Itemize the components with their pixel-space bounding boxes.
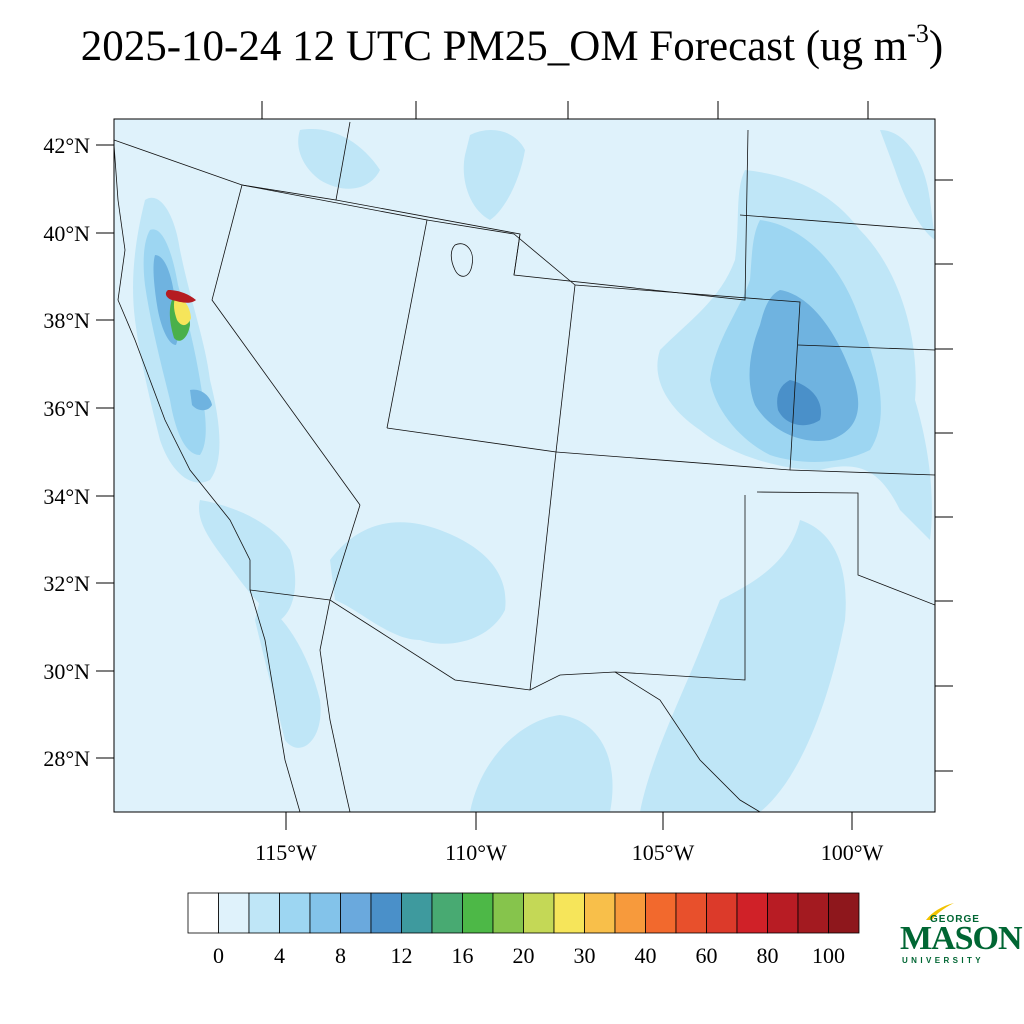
plume-kansas-dark bbox=[749, 290, 859, 441]
boundary-ne-ks bbox=[739, 214, 935, 231]
colorbar-swatch bbox=[248, 892, 280, 934]
boundary-ok-tx bbox=[789, 469, 935, 476]
colorbar-label: 4 bbox=[274, 943, 285, 968]
lat-labels: 42°N 40°N 38°N 36°N 34°N 32°N 30°N 28°N bbox=[43, 133, 90, 771]
colorbar-label: 100 bbox=[812, 943, 845, 968]
lat-label: 34°N bbox=[43, 484, 90, 509]
lon-label: 105°W bbox=[632, 840, 695, 865]
lat-label: 32°N bbox=[43, 571, 90, 596]
colorbar-swatch bbox=[492, 892, 524, 934]
gmu-swoosh-icon bbox=[926, 903, 954, 920]
boundary-ut-co bbox=[426, 219, 576, 453]
map-ticks bbox=[96, 101, 953, 830]
colorbar-swatch bbox=[279, 892, 311, 934]
fire-hotspot-yellow bbox=[173, 297, 191, 326]
colorbar-swatch bbox=[767, 892, 799, 934]
colorbar-label: 0 bbox=[213, 943, 224, 968]
plume-eastedge-light bbox=[880, 130, 935, 240]
lon-label: 110°W bbox=[445, 840, 507, 865]
colorbar-swatch bbox=[614, 892, 646, 934]
state-boundaries bbox=[114, 121, 935, 812]
title-close: ) bbox=[928, 23, 944, 70]
boundary-tx-mx bbox=[249, 495, 746, 691]
colorbar-label: 80 bbox=[757, 943, 779, 968]
colorbar-label: 20 bbox=[513, 943, 535, 968]
boundary-wy-mt bbox=[513, 129, 749, 301]
concentration-field bbox=[133, 129, 935, 812]
plume-kansas-darker bbox=[777, 380, 821, 426]
colorbar-swatch bbox=[706, 892, 738, 934]
coastline-pacific bbox=[114, 144, 301, 812]
title-superscript: -3 bbox=[907, 19, 929, 48]
lat-label: 36°N bbox=[43, 396, 90, 421]
colorbar-labels: 0 4 8 12 16 20 30 40 60 80 100 bbox=[213, 943, 845, 968]
colorbar-swatch bbox=[218, 892, 250, 934]
plume-wyoming-light bbox=[463, 130, 525, 220]
colorbar-swatch bbox=[736, 892, 768, 934]
colorbar-label: 30 bbox=[574, 943, 596, 968]
lat-label: 28°N bbox=[43, 746, 90, 771]
logo-george: GEORGE bbox=[930, 914, 980, 925]
colorbar-swatch bbox=[462, 892, 494, 934]
colorbar-swatch bbox=[187, 892, 219, 934]
boundary-nm-tx bbox=[756, 491, 935, 606]
boundary-ca-nv bbox=[114, 139, 361, 506]
gmu-logo: GEORGE MASON UNIVERSITY bbox=[896, 898, 1023, 970]
logo-mason: MASON bbox=[900, 920, 1023, 957]
fire-hotspot-red bbox=[165, 290, 196, 303]
colorbar-label: 8 bbox=[335, 943, 346, 968]
title-main: 2025-10-24 12 UTC PM25_OM Forecast (ug m bbox=[80, 23, 908, 70]
lat-label: 30°N bbox=[43, 659, 90, 684]
plume-idaho-light bbox=[298, 129, 380, 189]
colorbar-swatch bbox=[828, 892, 860, 934]
page-title: 2025-10-24 12 UTC PM25_OM Forecast (ug m… bbox=[0, 19, 1024, 71]
lon-label: 115°W bbox=[255, 840, 317, 865]
colorbar-swatch bbox=[523, 892, 555, 934]
colorbar-label: 40 bbox=[635, 943, 657, 968]
colorbar-swatch bbox=[675, 892, 707, 934]
lat-label: 38°N bbox=[43, 308, 90, 333]
plume-sierra-dark bbox=[190, 389, 212, 411]
boundary-co-ks bbox=[555, 284, 801, 471]
logo-university: UNIVERSITY bbox=[902, 956, 985, 965]
lon-label: 100°W bbox=[821, 840, 884, 865]
rio-grande bbox=[614, 671, 761, 812]
colorbar-swatch bbox=[401, 892, 433, 934]
lat-label: 40°N bbox=[43, 221, 90, 246]
plume-arizona-light bbox=[330, 522, 506, 644]
plume-mexico-light bbox=[470, 715, 613, 812]
plume-texas-light bbox=[640, 520, 846, 812]
colorbar-swatch bbox=[431, 892, 463, 934]
colorbar-swatch bbox=[797, 892, 829, 934]
colorbar-swatch bbox=[584, 892, 616, 934]
plume-baja-light bbox=[255, 600, 321, 748]
colorbar-swatch bbox=[553, 892, 585, 934]
colorbar-label: 12 bbox=[391, 943, 413, 968]
coastline-gulf-california bbox=[319, 599, 351, 812]
colorbar-swatch bbox=[309, 892, 341, 934]
colorbar-label: 16 bbox=[452, 943, 474, 968]
colorbar-swatch bbox=[370, 892, 402, 934]
lat-label: 42°N bbox=[43, 133, 90, 158]
colorbar-label: 60 bbox=[696, 943, 718, 968]
great-salt-lake bbox=[450, 243, 473, 277]
map-frame bbox=[113, 118, 936, 813]
colorbar bbox=[187, 892, 860, 934]
boundary-az-mx bbox=[329, 504, 361, 601]
colorbar-swatch bbox=[645, 892, 677, 934]
plume-socal-light bbox=[199, 500, 296, 620]
lon-labels: 115°W 110°W 105°W 100°W bbox=[255, 840, 883, 865]
colorbar-swatch bbox=[340, 892, 372, 934]
boundary-ks-ok bbox=[797, 344, 935, 351]
